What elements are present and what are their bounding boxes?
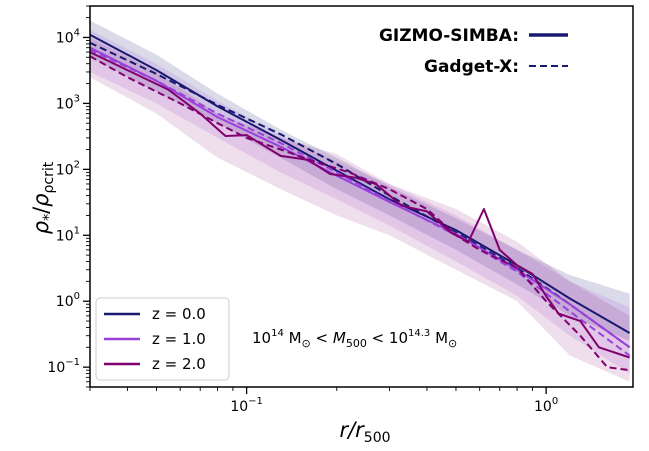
y-axis-label: ρ*/ρρcrit <box>29 161 57 234</box>
legend-z-label-2: z = 2.0 <box>152 355 206 373</box>
y-tick-label-3: 102 <box>56 159 80 178</box>
legend-redshift: z = 0.0 z = 1.0 z = 2.0 <box>95 297 230 381</box>
x-tick-label-1: 100 <box>534 396 558 415</box>
series-line-2 <box>90 46 631 349</box>
legend-models: GIZMO-SIMBA: Gadget-X: <box>379 26 568 77</box>
series-line-0 <box>90 33 631 334</box>
mass-range-annotation: 1014 M⊙ < M500 < 1014.3 M⊙ <box>252 328 457 350</box>
plot-frame <box>89 5 634 388</box>
series-layer <box>90 33 631 372</box>
series-line-5 <box>90 55 630 372</box>
scatter-band-2 <box>90 37 630 382</box>
x-tick-label-0: 10−1 <box>230 396 263 415</box>
legend-gizmo-simba-label: GIZMO-SIMBA: <box>379 26 519 46</box>
x-axis-label: r/r500 <box>339 418 390 446</box>
ticks-layer: 10−1 100 101 102 103 104 10−1 100 <box>47 5 558 415</box>
bands-layer <box>90 20 630 382</box>
legend-z-label-0: z = 0.0 <box>152 305 206 323</box>
y-tick-label-5: 104 <box>56 27 80 46</box>
y-tick-label-1: 100 <box>56 291 80 310</box>
legend-z-label-1: z = 1.0 <box>152 330 206 348</box>
y-tick-label-2: 101 <box>56 225 80 244</box>
y-tick-label-4: 103 <box>56 93 80 112</box>
scatter-band-0 <box>90 20 630 341</box>
legend-gadget-x-label: Gadget-X: <box>424 57 519 77</box>
scatter-band-1 <box>90 29 630 374</box>
series-line-4 <box>90 51 630 359</box>
legend-redshift-box <box>95 297 230 381</box>
y-tick-label-0: 10−1 <box>47 357 80 376</box>
